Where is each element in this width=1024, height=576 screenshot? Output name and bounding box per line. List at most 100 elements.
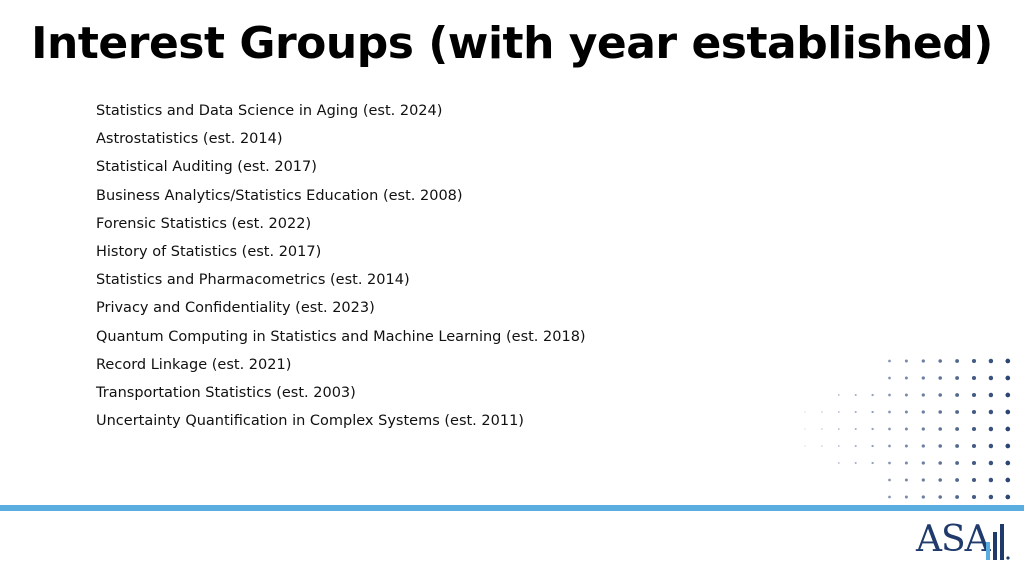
decorative-dot	[955, 376, 960, 380]
decorative-dot	[804, 445, 806, 447]
list-item: Privacy and Confidentiality (est. 2023)	[96, 300, 375, 317]
decorative-dot	[921, 495, 925, 499]
decorative-dot	[888, 376, 891, 380]
decorative-dot	[888, 410, 891, 414]
decorative-dot	[938, 376, 942, 380]
decorative-dot	[988, 409, 994, 415]
decorative-dot	[971, 443, 977, 449]
decorative-dot	[988, 477, 994, 483]
decorative-dot	[921, 461, 925, 465]
list-item: Statistical Auditing (est. 2017)	[96, 159, 317, 176]
decorative-dot	[904, 359, 908, 363]
decorative-dot	[871, 427, 874, 431]
decorative-dot	[854, 461, 857, 465]
decorative-dot	[971, 426, 977, 432]
decorative-dot	[854, 393, 857, 397]
decorative-dot	[938, 444, 942, 448]
decorative-dot	[1005, 426, 1011, 432]
decorative-dot	[938, 478, 942, 482]
decorative-dot	[837, 445, 840, 447]
decorative-dot	[821, 428, 823, 430]
decorative-dot	[938, 427, 942, 431]
decorative-dot	[854, 410, 857, 414]
list-item: Statistics and Pharmacometrics (est. 201…	[96, 272, 410, 289]
list-item: Statistics and Data Science in Aging (es…	[96, 103, 443, 119]
list-item: History of Statistics (est. 2017)	[96, 243, 322, 260]
decorative-dot	[1005, 460, 1011, 466]
slide-title: Interest Groups (with year established)	[31, 18, 993, 69]
decorative-dot	[988, 460, 994, 466]
decorative-dot	[837, 394, 840, 396]
decorative-dot	[888, 427, 891, 431]
decorative-dot	[888, 461, 891, 465]
decorative-dot	[988, 426, 994, 432]
decorative-dot-pattern	[804, 358, 1011, 500]
decorative-dot	[971, 494, 977, 500]
decorative-dot	[971, 460, 977, 466]
decorative-dot	[971, 358, 977, 364]
decorative-dot	[871, 444, 874, 448]
decorative-dot	[804, 411, 806, 413]
decorative-dot	[1005, 494, 1011, 500]
interest-group-list: Statistics and Data Science in Aging (es…	[96, 97, 586, 435]
decorative-dot	[821, 411, 823, 413]
decorative-dot	[1005, 443, 1011, 449]
decorative-dot	[921, 478, 925, 482]
list-item: Record Linkage (est. 2021)	[96, 356, 292, 373]
decorative-dot	[1005, 409, 1011, 415]
decorative-dot	[904, 478, 908, 482]
list-item: Uncertainty Quantification in Complex Sy…	[96, 413, 524, 430]
decorative-dot	[888, 444, 891, 448]
decorative-dot	[904, 427, 908, 431]
decorative-dot	[971, 477, 977, 483]
decorative-dot	[921, 393, 925, 397]
decorative-dot	[904, 376, 908, 380]
list-item: Business Analytics/Statistics Education …	[96, 187, 463, 204]
decorative-dot	[971, 392, 977, 398]
decorative-dot	[938, 359, 942, 363]
decorative-dot	[955, 495, 960, 499]
decorative-dot	[955, 478, 960, 482]
list-item: Astrostatistics (est. 2014)	[96, 131, 283, 148]
asa-bars-logo-icon	[986, 524, 1010, 560]
decorative-dot	[871, 410, 874, 414]
decorative-dot	[1005, 392, 1011, 398]
decorative-dot	[888, 359, 891, 363]
decorative-dot	[821, 445, 823, 447]
decorative-dot	[955, 393, 960, 397]
decorative-dot	[921, 444, 925, 448]
decorative-dot	[837, 411, 840, 413]
list-item: Transportation Statistics (est. 2003)	[96, 384, 356, 401]
accent-divider	[0, 505, 1024, 511]
decorative-dot	[888, 393, 891, 397]
decorative-dot	[904, 393, 908, 397]
decorative-dot	[871, 393, 874, 397]
decorative-dot	[938, 495, 942, 499]
decorative-dot	[938, 393, 942, 397]
decorative-dot	[921, 359, 925, 363]
decorative-dot	[988, 358, 994, 364]
decorative-dot	[854, 427, 857, 431]
decorative-dot	[804, 428, 806, 430]
decorative-dot	[971, 375, 977, 381]
decorative-dot	[1005, 477, 1011, 483]
decorative-dot	[938, 410, 942, 414]
decorative-dot	[921, 410, 925, 414]
decorative-dot	[955, 461, 960, 465]
list-item: Forensic Statistics (est. 2022)	[96, 215, 312, 232]
decorative-dot	[955, 444, 960, 448]
decorative-dot	[837, 428, 840, 430]
list-item: Quantum Computing in Statistics and Mach…	[96, 328, 586, 345]
decorative-dot	[1005, 358, 1011, 364]
decorative-dot	[955, 359, 960, 363]
decorative-dot	[955, 427, 960, 431]
decorative-dot	[955, 410, 960, 414]
decorative-dot	[904, 410, 908, 414]
decorative-dot	[921, 427, 925, 431]
decorative-dot	[904, 495, 908, 499]
decorative-dot	[938, 461, 942, 465]
decorative-dot	[1005, 375, 1011, 381]
decorative-dot	[854, 444, 857, 448]
decorative-dot	[871, 461, 874, 465]
